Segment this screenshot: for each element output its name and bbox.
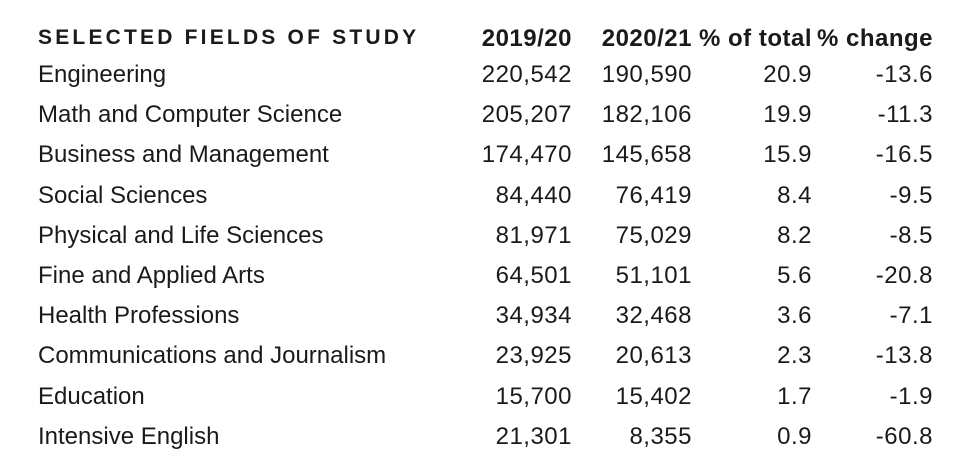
row-2020-21-value: 32,468 <box>615 302 692 330</box>
row-2019-20-value: 21,301 <box>495 422 572 450</box>
row-2019-20-value: 174,470 <box>481 141 572 169</box>
row-2020-21-value: 15,402 <box>615 382 692 410</box>
row-2019-20-value: 23,925 <box>495 342 572 370</box>
row-field: Intensive English <box>38 422 220 450</box>
row-2020-21-value: 51,101 <box>615 262 692 289</box>
row-2019-20-value: 34,934 <box>495 302 572 330</box>
row-pct-change-value: -7.1 <box>889 302 933 330</box>
row-pct-total-value: 2.3 <box>777 342 812 370</box>
row-pct-total-value: 15.9 <box>763 141 812 169</box>
header-pct-change: % change <box>816 25 933 52</box>
row-pct-change-value: -13.6 <box>875 61 933 88</box>
row-pct-total-value: 3.6 <box>777 302 812 330</box>
row-pct-change-value: -9.5 <box>889 181 933 209</box>
row-field: Math and Computer Science <box>38 101 343 129</box>
row-2019-20-value: 84,440 <box>495 181 572 209</box>
row-2020-21-value: 20,613 <box>615 342 692 370</box>
row-pct-total-value: 8.4 <box>777 181 812 209</box>
header-pct-total: % of total <box>699 25 812 52</box>
row-2020-21-value: 8,355 <box>629 422 692 450</box>
row-field: Communications and Journalism <box>38 342 387 370</box>
row-field: Business and Management <box>38 141 329 169</box>
row-2019-20-value: 15,700 <box>495 382 572 410</box>
row-pct-change-value: -11.3 <box>877 101 933 129</box>
header-2020-21: 2020/21 <box>601 25 692 52</box>
row-2020-21-value: 190,590 <box>601 61 692 88</box>
row-field: Health Professions <box>38 302 240 330</box>
row-pct-total-value: 8.2 <box>777 221 812 249</box>
row-pct-total-value: 19.9 <box>763 101 812 129</box>
row-field: Education <box>38 382 145 410</box>
row-pct-change-value: -60.8 <box>875 422 933 450</box>
row-field: Engineering <box>38 61 167 88</box>
row-pct-change-value: -20.8 <box>875 262 933 289</box>
row-2019-20-value: 81,971 <box>495 221 572 249</box>
row-pct-total-value: 0.9 <box>777 422 812 450</box>
row-pct-change-value: -1.9 <box>889 382 933 410</box>
row-pct-change-value: -8.5 <box>889 221 933 249</box>
row-field: Physical and Life Sciences <box>38 221 324 249</box>
row-2020-21-value: 145,658 <box>601 141 692 169</box>
row-pct-total-value: 20.9 <box>763 61 812 88</box>
row-field: Fine and Applied Arts <box>38 262 265 289</box>
row-2019-20-value: 64,501 <box>495 262 572 289</box>
row-2020-21-value: 182,106 <box>601 101 692 129</box>
header-field: SELECTED FIELDS OF STUDY <box>38 26 420 49</box>
row-field: Social Sciences <box>38 181 208 209</box>
row-pct-total-value: 1.7 <box>777 382 812 410</box>
row-pct-total-value: 5.6 <box>777 262 812 289</box>
row-pct-change-value: -16.5 <box>875 141 933 169</box>
header-2019-20: 2019/20 <box>481 25 572 52</box>
row-2019-20-value: 205,207 <box>481 101 572 129</box>
row-2020-21-value: 75,029 <box>615 221 692 249</box>
row-pct-change-value: -13.8 <box>875 342 933 370</box>
row-2020-21-value: 76,419 <box>615 181 692 209</box>
row-2019-20-value: 220,542 <box>481 61 572 88</box>
